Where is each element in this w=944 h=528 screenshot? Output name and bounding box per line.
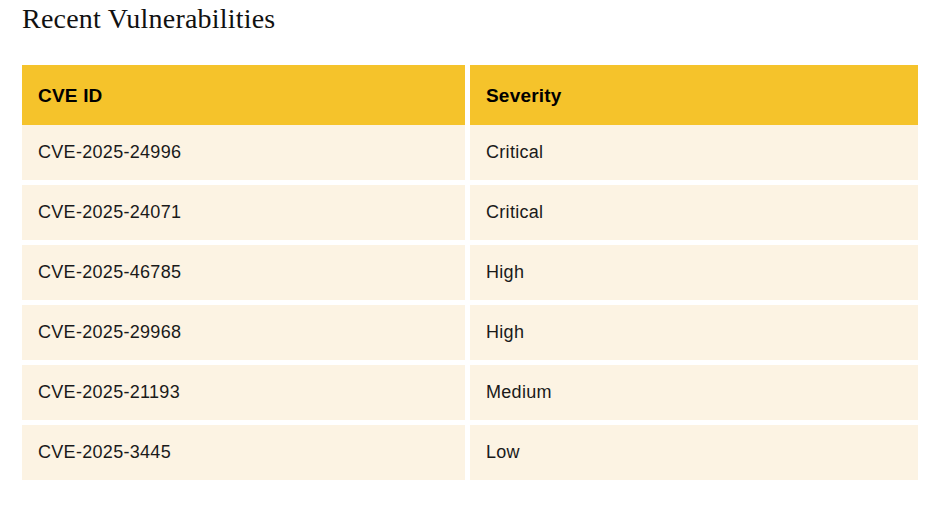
table-cell-cve-id: CVE-2025-3445 <box>22 425 465 480</box>
table-cell-cve-id: CVE-2025-24071 <box>22 185 465 240</box>
table-cell-cve-id: CVE-2025-46785 <box>22 245 465 300</box>
table-cell-cve-id: CVE-2025-29968 <box>22 305 465 360</box>
table-cell-severity: Critical <box>470 125 918 180</box>
table-cell-severity: High <box>470 245 918 300</box>
page: Recent Vulnerabilities CVE ID Severity C… <box>0 0 944 528</box>
vulnerabilities-table: CVE ID Severity CVE-2025-24996 Critical … <box>22 65 918 480</box>
table-cell-cve-id: CVE-2025-24996 <box>22 125 465 180</box>
column-header-cve-id: CVE ID <box>22 65 465 126</box>
table-cell-severity: Critical <box>470 185 918 240</box>
page-title: Recent Vulnerabilities <box>22 2 275 36</box>
column-header-severity: Severity <box>470 65 918 126</box>
table-cell-severity: High <box>470 305 918 360</box>
table-cell-cve-id: CVE-2025-21193 <box>22 365 465 420</box>
table-cell-severity: Medium <box>470 365 918 420</box>
table-cell-severity: Low <box>470 425 918 480</box>
